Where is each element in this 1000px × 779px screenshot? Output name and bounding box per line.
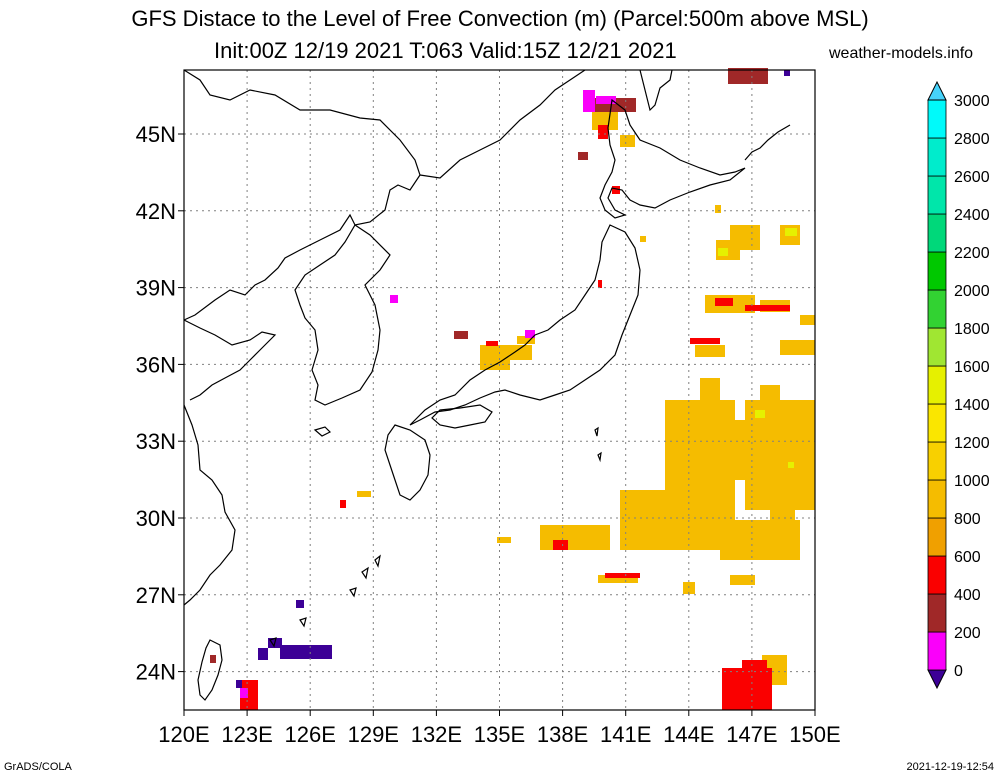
footer-timestamp: 2021-12-19-12:54 xyxy=(906,761,994,773)
colorbar-min-arrow xyxy=(927,669,947,690)
colorbar-label: 0 xyxy=(954,663,963,680)
coastlines xyxy=(183,69,791,701)
longitude-label: 132E xyxy=(411,722,462,747)
colorbar-label: 1600 xyxy=(954,359,990,376)
longitude-label: 144E xyxy=(663,722,714,747)
colorbar-label: 2400 xyxy=(954,207,990,224)
colorbar-label: 2000 xyxy=(954,283,990,300)
latitude-labels: 24N 27N 30N 33N 36N 39N 42N 45N xyxy=(136,122,176,685)
colorbar-segment xyxy=(927,479,947,519)
longitude-label: 150E xyxy=(789,722,840,747)
latitude-label: 45N xyxy=(136,122,176,147)
colorbar-label: 1400 xyxy=(954,397,990,414)
latitude-label: 33N xyxy=(136,429,176,454)
colorbar-label: 2800 xyxy=(954,131,990,148)
longitude-label: 147E xyxy=(726,722,777,747)
colorbar-segment xyxy=(927,517,947,557)
colorbar-label: 1000 xyxy=(954,473,990,490)
longitude-label: 129E xyxy=(348,722,399,747)
colorbar-segment xyxy=(927,593,947,633)
colorbar-segment xyxy=(927,403,947,443)
longitude-labels: 120E 123E 126E 129E 132E 135E 138E 141E 144E 147E… xyxy=(158,722,840,747)
longitude-label: 123E xyxy=(221,722,272,747)
colorbar-segment xyxy=(927,327,947,367)
longitude-label: 126E xyxy=(285,722,336,747)
latitude-label: 27N xyxy=(136,583,176,608)
axis-ticks xyxy=(178,133,816,716)
colorbar-label: 2200 xyxy=(954,245,990,262)
colorbar-max-arrow xyxy=(927,80,947,101)
site-credit: weather-models.info xyxy=(829,45,974,62)
map-plot-area xyxy=(183,68,816,711)
latitude-label: 24N xyxy=(136,660,176,685)
colorbar-segment xyxy=(927,289,947,329)
colorbar-label: 600 xyxy=(954,549,981,566)
colorbar-label: 400 xyxy=(954,587,981,604)
latitude-label: 39N xyxy=(136,276,176,301)
colorbar-segment xyxy=(927,213,947,253)
longitude-label: 135E xyxy=(474,722,525,747)
chart-title: GFS Distace to the Level of Free Convect… xyxy=(131,6,869,31)
colorbar-segment xyxy=(927,251,947,291)
lfc-shading xyxy=(210,68,815,710)
footer-credit: GrADS/COLA xyxy=(4,761,72,773)
colorbar-segment xyxy=(927,555,947,595)
colorbar-segment xyxy=(927,137,947,177)
chart-subtitle: Init:00Z 12/19 2021 T:063 Valid:15Z 12/2… xyxy=(214,38,677,63)
longitude-label: 138E xyxy=(537,722,588,747)
colorbar-label: 3000 xyxy=(954,93,990,110)
colorbar: 0 200 400 600 800 1000 1200 1400 1600 1800 2000 220… xyxy=(927,80,990,690)
colorbar-segment xyxy=(927,99,947,139)
latitude-label: 36N xyxy=(136,352,176,377)
longitude-label: 120E xyxy=(158,722,209,747)
colorbar-segment xyxy=(927,441,947,481)
colorbar-label: 1200 xyxy=(954,435,990,452)
latitude-label: 30N xyxy=(136,506,176,531)
latitude-label: 42N xyxy=(136,199,176,224)
colorbar-label: 800 xyxy=(954,511,981,528)
colorbar-segment xyxy=(927,631,947,671)
colorbar-segment xyxy=(927,175,947,215)
colorbar-label: 1800 xyxy=(954,321,990,338)
longitude-label: 141E xyxy=(600,722,651,747)
colorbar-label: 200 xyxy=(954,625,981,642)
map-gridlines xyxy=(184,70,815,710)
colorbar-segment xyxy=(927,365,947,405)
colorbar-label: 2600 xyxy=(954,169,990,186)
